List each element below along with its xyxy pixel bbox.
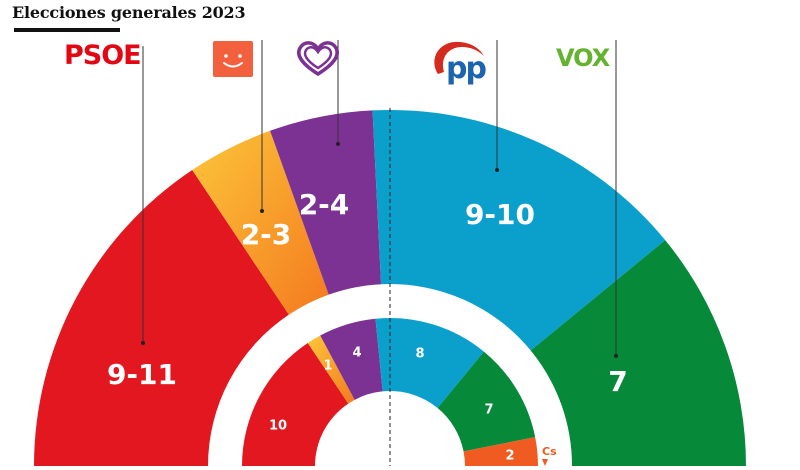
- outer-label-vox: 7: [608, 365, 627, 398]
- inner-label-vox: 7: [484, 403, 493, 418]
- outer-label-sumar: 2-3: [241, 218, 292, 251]
- leader-dot: [336, 142, 340, 146]
- outer-label-psoe: 9-11: [107, 358, 177, 391]
- outer-segment-pp: [372, 110, 666, 351]
- psoe-logo: PSOE: [64, 40, 142, 71]
- outer-label-pp: 9-10: [465, 198, 535, 231]
- pp-gull-icon: pp: [434, 41, 488, 86]
- outer-labels: 9-11 2-32-4 9-10 7: [107, 188, 628, 398]
- inner-label-sumar: 1: [323, 359, 332, 374]
- inner-label-psoe: 10: [269, 419, 287, 434]
- inner-label-podemos: 4: [352, 346, 361, 361]
- inner-segment-cs: [463, 437, 538, 466]
- inner-segment-podemos: [320, 318, 383, 400]
- inner-segment-pp: [375, 318, 484, 409]
- inner-labels: 10 1 4 8 7 2: [269, 346, 515, 464]
- leader-lines: [141, 40, 618, 358]
- inner-segment-sumar: [307, 335, 355, 404]
- svg-text:Cs: Cs: [542, 445, 557, 458]
- inner-segment-vox: [437, 351, 536, 452]
- inner-segment-psoe: [242, 342, 349, 466]
- leader-dot: [614, 354, 618, 358]
- leader-dot: [260, 209, 264, 213]
- svg-text:pp: pp: [446, 51, 486, 86]
- title-underline: [14, 28, 120, 32]
- podemos-heart-icon: [297, 41, 339, 77]
- inner-label-cs: 2: [505, 449, 514, 464]
- outer-segment-podemos: [270, 110, 382, 295]
- cs-logo: Cs: [542, 445, 557, 466]
- outer-label-podemos: 2-4: [299, 188, 350, 221]
- outer-segment-vox: [530, 240, 746, 466]
- leader-dot: [141, 341, 145, 345]
- inner-label-pp: 8: [415, 347, 424, 362]
- inner-ring: [242, 318, 538, 466]
- outer-ring: [34, 110, 746, 466]
- leader-dot: [495, 168, 499, 172]
- chart-title: Elecciones generales 2023: [12, 3, 246, 22]
- outer-segment-psoe: [34, 169, 289, 466]
- outer-segment-sumar: [192, 130, 329, 315]
- vox-logo: VOX: [556, 44, 610, 72]
- sumar-smile-icon: [213, 41, 253, 77]
